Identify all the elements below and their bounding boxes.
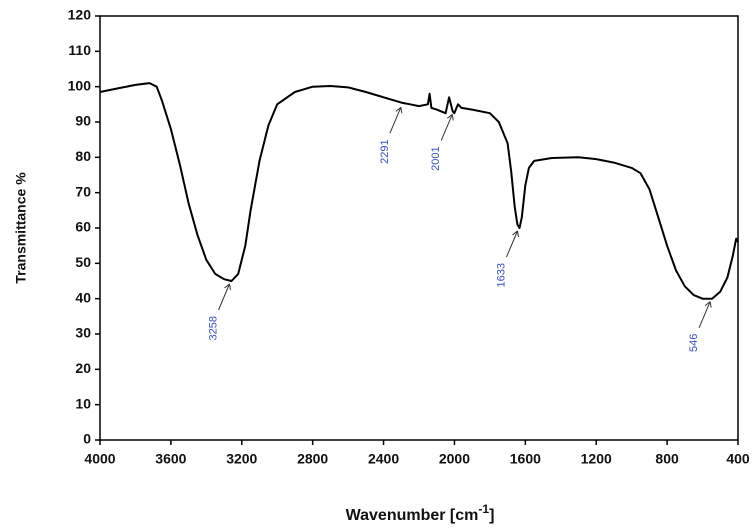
- x-axis-label-suffix: ]: [489, 507, 494, 524]
- x-tick-label: 2800: [297, 451, 328, 467]
- y-tick-label: 50: [75, 254, 91, 270]
- x-tick-label: 2000: [439, 451, 470, 467]
- x-tick-label: 800: [655, 451, 679, 467]
- annotation-arrow: [698, 301, 711, 328]
- x-tick-label: 4000: [84, 451, 115, 467]
- x-axis-label-text: Wavenumber [cm: [346, 507, 479, 524]
- annotation-label: 1633: [495, 263, 507, 287]
- y-tick-label: 30: [75, 325, 91, 341]
- annotation-arrowhead: [395, 106, 403, 114]
- spectrum-line: [99, 82, 739, 300]
- annotation-arrow: [440, 114, 453, 141]
- y-tick-label: 90: [75, 113, 91, 129]
- annotation-arrowhead: [704, 301, 712, 308]
- annotation-arrowhead: [224, 283, 231, 291]
- y-tick-label: 60: [75, 219, 91, 235]
- x-tick-label: 1600: [510, 451, 541, 467]
- y-tick-label: 20: [75, 360, 91, 376]
- annotation-arrowhead: [446, 114, 454, 121]
- y-tick-label: 120: [68, 7, 92, 23]
- y-tick-label: 110: [68, 42, 91, 58]
- x-tick-label: 2400: [368, 451, 399, 467]
- y-axis-label: Transmittance %: [13, 172, 29, 284]
- annotation-arrow: [506, 230, 518, 258]
- y-tick-label: 100: [68, 77, 92, 93]
- annotation-label: 546: [688, 334, 700, 352]
- annotation-arrowhead: [512, 230, 519, 238]
- annotation-arrow: [389, 107, 402, 134]
- x-tick-label: 3200: [226, 451, 257, 467]
- x-axis-label-superscript: -1: [478, 502, 489, 516]
- y-tick-label: 0: [83, 431, 91, 447]
- y-tick-label: 10: [75, 395, 91, 411]
- y-tick-label: 40: [75, 289, 91, 305]
- x-axis-label: Wavenumber [cm-1]: [346, 502, 495, 524]
- annotation-label: 2001: [430, 146, 442, 170]
- annotation-label: 3258: [207, 316, 219, 340]
- x-tick-label: 400: [726, 451, 750, 467]
- y-tick-label: 80: [75, 148, 91, 164]
- x-tick-label: 3600: [155, 451, 186, 467]
- annotation-label: 2291: [379, 139, 391, 163]
- y-tick-label: 70: [75, 183, 91, 199]
- x-tick-label: 1200: [581, 451, 612, 467]
- annotation-arrow: [218, 283, 230, 311]
